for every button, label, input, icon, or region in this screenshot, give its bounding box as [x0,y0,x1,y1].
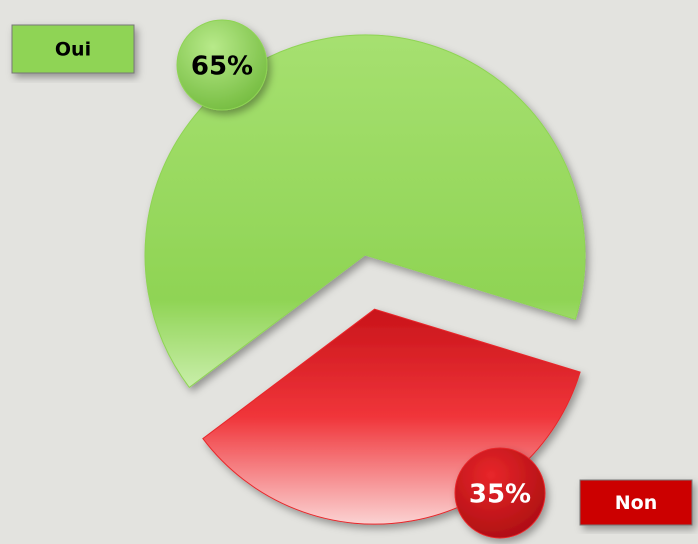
legend-box [11,24,135,74]
value-label-bubble [176,19,268,111]
pie-slice [144,34,586,389]
value-label-bubble [454,447,546,539]
legend-label: Non [615,492,657,514]
value-label: 65% [191,52,253,82]
legend-box [579,479,693,526]
legend-label: Oui [55,39,91,61]
value-label: 35% [469,480,531,510]
